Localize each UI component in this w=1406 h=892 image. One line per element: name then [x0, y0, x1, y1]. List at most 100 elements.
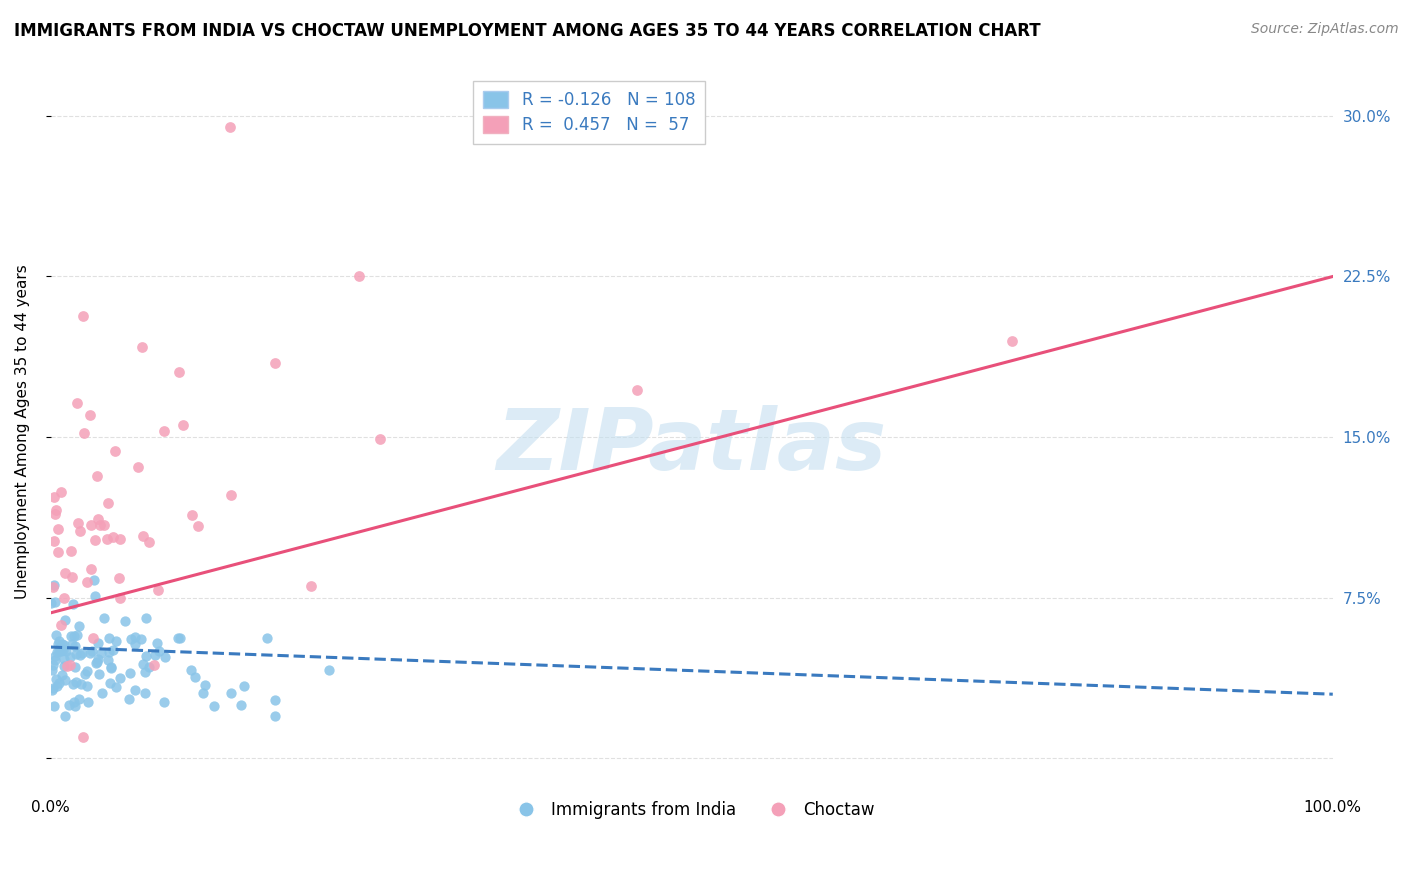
Point — [193, 686, 215, 700]
Point — [49, 640, 72, 654]
Point — [103, 643, 125, 657]
Point — [58, 698, 80, 712]
Point — [42, 699, 65, 714]
Point — [63, 695, 86, 709]
Point — [1001, 334, 1024, 348]
Point — [66, 396, 89, 410]
Point — [98, 631, 121, 645]
Point — [104, 680, 127, 694]
Point — [67, 692, 90, 706]
Point — [46, 679, 69, 693]
Point — [134, 665, 156, 680]
Point — [72, 425, 94, 440]
Point — [153, 424, 176, 438]
Point — [118, 666, 141, 681]
Point — [180, 508, 202, 523]
Point — [53, 673, 76, 688]
Point — [219, 686, 242, 700]
Point — [169, 631, 191, 645]
Point — [80, 517, 103, 532]
Point — [84, 533, 107, 548]
Point — [52, 659, 75, 673]
Point — [153, 696, 176, 710]
Point — [53, 613, 76, 627]
Point — [134, 686, 156, 700]
Point — [65, 628, 87, 642]
Point — [138, 660, 160, 674]
Point — [100, 661, 122, 675]
Point — [131, 340, 153, 354]
Point — [72, 646, 94, 660]
Point — [114, 615, 136, 629]
Point — [60, 570, 83, 584]
Point — [143, 648, 166, 662]
Point — [184, 670, 207, 684]
Point — [45, 502, 67, 516]
Point — [93, 517, 115, 532]
Point — [59, 543, 82, 558]
Point — [63, 698, 86, 713]
Point — [347, 269, 370, 284]
Point — [132, 529, 155, 543]
Point — [76, 575, 98, 590]
Point — [42, 580, 65, 594]
Point — [83, 573, 105, 587]
Point — [41, 663, 63, 677]
Point — [129, 632, 152, 646]
Point — [86, 657, 108, 671]
Point — [53, 566, 76, 581]
Y-axis label: Unemployment Among Ages 35 to 44 years: Unemployment Among Ages 35 to 44 years — [15, 264, 30, 599]
Point — [86, 655, 108, 669]
Point — [107, 571, 129, 585]
Point — [51, 484, 73, 499]
Point — [202, 698, 225, 713]
Point — [60, 637, 83, 651]
Point — [135, 648, 157, 663]
Point — [51, 637, 73, 651]
Point — [148, 644, 170, 658]
Point — [46, 522, 69, 536]
Point — [59, 658, 82, 673]
Point — [86, 511, 108, 525]
Point — [65, 675, 87, 690]
Point — [82, 631, 104, 645]
Point — [120, 632, 142, 646]
Point — [46, 637, 69, 651]
Point — [42, 578, 65, 592]
Point — [70, 677, 93, 691]
Point — [60, 629, 83, 643]
Point — [124, 683, 146, 698]
Point — [80, 562, 103, 576]
Point — [76, 679, 98, 693]
Point — [83, 589, 105, 603]
Point — [118, 691, 141, 706]
Point — [44, 648, 66, 663]
Point — [52, 652, 75, 666]
Point — [80, 644, 103, 658]
Point — [98, 676, 121, 690]
Point — [232, 679, 254, 693]
Point — [42, 658, 65, 673]
Point — [167, 366, 190, 380]
Point — [626, 383, 648, 397]
Point — [263, 693, 285, 707]
Point — [180, 663, 202, 677]
Point — [124, 630, 146, 644]
Point — [104, 443, 127, 458]
Point — [52, 638, 75, 652]
Text: ZIPatlas: ZIPatlas — [496, 405, 887, 488]
Point — [41, 683, 63, 698]
Point — [65, 648, 87, 662]
Point — [97, 653, 120, 667]
Point — [90, 686, 112, 700]
Point — [79, 646, 101, 660]
Point — [67, 516, 90, 530]
Point — [62, 676, 84, 690]
Point — [63, 639, 86, 653]
Point — [72, 730, 94, 744]
Point — [69, 648, 91, 662]
Point — [194, 678, 217, 692]
Point — [76, 664, 98, 678]
Point — [49, 644, 72, 658]
Point — [108, 533, 131, 547]
